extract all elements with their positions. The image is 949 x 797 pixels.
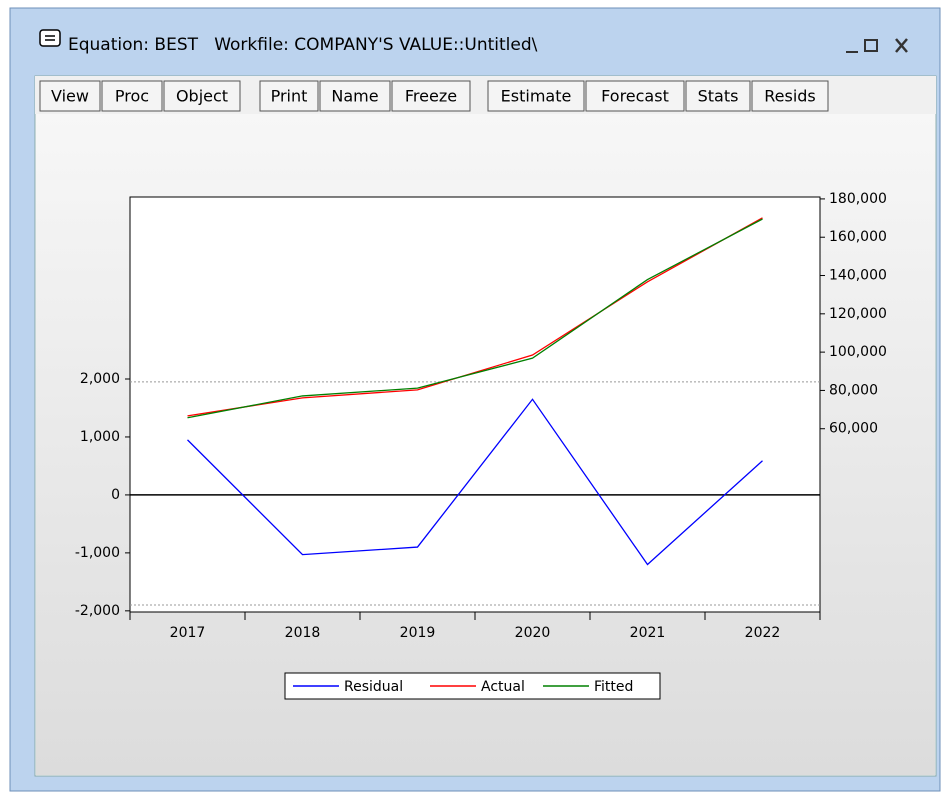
y2-tick-label: 180,000 [829, 191, 887, 207]
series-line [187, 398, 763, 566]
toolbar-button-label[interactable]: Proc [115, 87, 149, 106]
toolbar-button[interactable] [259, 80, 319, 112]
y-tick-label: 0 [111, 487, 120, 503]
series-line [187, 217, 763, 417]
x-tick-label: 2020 [515, 625, 551, 641]
toolbar-button[interactable] [101, 80, 163, 112]
toolbar-button-label[interactable]: Print [271, 87, 308, 106]
y-tick-label: -1,000 [75, 545, 120, 561]
toolbar-button-label[interactable]: Estimate [501, 87, 572, 106]
toolbar-button[interactable] [751, 80, 829, 112]
maximize-button[interactable] [864, 39, 878, 52]
y-tick-label: 1,000 [80, 429, 120, 445]
y2-tick-label: 120,000 [829, 306, 887, 322]
y-tick-label: -2,000 [75, 603, 120, 619]
legend-label: Fitted [594, 679, 633, 695]
y2-tick-label: 140,000 [829, 268, 887, 284]
plot-area [129, 196, 821, 613]
toolbar-button[interactable] [163, 80, 241, 112]
close-button[interactable] [895, 38, 908, 53]
toolbar-button-label[interactable]: Stats [698, 87, 739, 106]
toolbar-button[interactable] [487, 80, 585, 112]
legend-label: Residual [344, 679, 403, 695]
y2-tick-label: 60,000 [829, 421, 878, 437]
toolbar-button[interactable] [685, 80, 751, 112]
legend-label: Actual [481, 679, 525, 695]
y-tick-label: 2,000 [80, 371, 120, 387]
window-icon [39, 29, 61, 47]
x-tick-label: 2022 [745, 625, 781, 641]
y2-tick-label: 160,000 [829, 229, 887, 245]
series-line [187, 218, 763, 419]
y2-tick-label: 100,000 [829, 344, 887, 360]
x-tick-label: 2021 [630, 625, 666, 641]
x-tick-label: 2018 [285, 625, 321, 641]
toolbar-button[interactable] [585, 80, 685, 112]
toolbar-button-label[interactable]: Resids [764, 87, 816, 106]
toolbar-button-label[interactable]: View [51, 87, 89, 106]
toolbar-button-label[interactable]: Name [331, 87, 378, 106]
toolbar-button[interactable] [39, 80, 101, 112]
toolbar-button[interactable] [391, 80, 471, 112]
y2-tick-label: 80,000 [829, 382, 878, 398]
window-title: Equation: BEST Workfile: COMPANY'S VALUE… [68, 35, 538, 55]
x-tick-label: 2019 [400, 625, 436, 641]
x-tick-label: 2017 [170, 625, 206, 641]
toolbar-button-label[interactable]: Forecast [601, 87, 669, 106]
toolbar-button-label[interactable]: Freeze [405, 87, 457, 106]
toolbar-button-label[interactable]: Object [176, 87, 228, 106]
toolbar-button[interactable] [319, 80, 391, 112]
